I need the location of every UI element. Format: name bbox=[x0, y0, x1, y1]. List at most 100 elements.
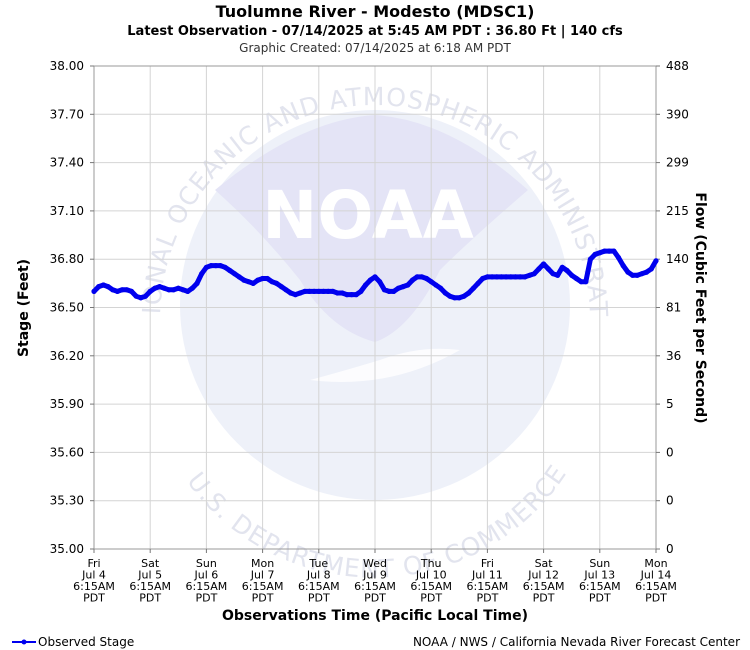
observed-stage-point bbox=[175, 285, 181, 291]
observed-stage-point bbox=[498, 274, 504, 280]
observed-stage-point bbox=[400, 284, 406, 290]
observed-stage-point bbox=[124, 287, 130, 293]
observed-stage-point bbox=[96, 284, 102, 290]
y-tick-label: 35.30 bbox=[50, 494, 84, 508]
chart-subtitle: Latest Observation - 07/14/2025 at 5:45 … bbox=[127, 24, 623, 39]
observed-stage-point bbox=[306, 288, 312, 294]
observed-stage-point bbox=[545, 266, 551, 272]
observed-stage-point bbox=[180, 287, 186, 293]
y2-tick-label: 36 bbox=[666, 349, 681, 363]
observed-stage-point bbox=[494, 274, 500, 280]
observed-stage-point bbox=[555, 272, 561, 278]
observed-stage-point bbox=[217, 263, 223, 269]
observed-stage-point bbox=[231, 271, 238, 277]
observed-stage-point bbox=[592, 251, 598, 257]
observed-stage-point bbox=[91, 288, 97, 294]
y2-axis-ticks: 488 390 299 215 140 81 36 5 0 0 0 bbox=[656, 59, 689, 556]
observed-stage-point bbox=[452, 295, 458, 301]
observed-stage-point bbox=[405, 282, 411, 288]
observed-stage-point bbox=[423, 275, 430, 282]
observed-stage-point bbox=[653, 258, 659, 264]
observed-stage-point bbox=[372, 274, 378, 280]
observed-stage-point bbox=[367, 277, 373, 283]
observed-stage-point bbox=[480, 275, 486, 282]
observed-stage-point bbox=[311, 288, 317, 294]
observed-stage-point bbox=[241, 277, 247, 283]
observed-stage-point bbox=[297, 290, 303, 296]
legend-label: Observed Stage bbox=[38, 635, 134, 649]
observed-stage-point bbox=[133, 293, 139, 299]
y-tick-label: 35.60 bbox=[50, 445, 84, 459]
observed-stage-point bbox=[611, 248, 617, 254]
y2-tick-label: 390 bbox=[666, 107, 689, 121]
observed-stage-point bbox=[222, 264, 228, 270]
observed-stage-point bbox=[601, 248, 608, 254]
x-tick-label: Sat Jul 5 6:15AM PDT bbox=[129, 557, 171, 605]
y2-tick-label: 0 bbox=[666, 445, 674, 459]
y2-tick-label: 215 bbox=[666, 204, 689, 218]
y2-tick-label: 5 bbox=[666, 397, 674, 411]
watermark-bird-shape bbox=[215, 115, 528, 342]
observed-stage-point bbox=[199, 271, 205, 277]
x-tick-label: Thu Jul 10 6:15AM PDT bbox=[410, 557, 452, 605]
y-tick-label: 35.00 bbox=[50, 542, 84, 556]
observed-stage-point bbox=[283, 287, 289, 293]
observed-stage-point bbox=[484, 274, 490, 280]
observed-stage-point bbox=[634, 272, 640, 278]
observed-stage-point bbox=[583, 279, 589, 285]
observed-stage-point bbox=[578, 279, 584, 285]
observed-stage-point bbox=[377, 279, 383, 285]
observed-stage-point bbox=[615, 255, 622, 261]
observed-stage-point bbox=[508, 274, 514, 280]
observed-stage-point bbox=[203, 264, 209, 270]
y2-tick-label: 81 bbox=[666, 301, 681, 315]
observed-stage-point bbox=[503, 274, 509, 280]
observed-stage-point bbox=[625, 269, 631, 275]
x-tick-label: Wed Jul 9 6:15AM PDT bbox=[354, 557, 396, 605]
observed-stage-point bbox=[339, 290, 345, 296]
observed-stage-point bbox=[606, 248, 612, 254]
observed-stage-point bbox=[358, 288, 364, 294]
observed-stage-point bbox=[475, 280, 481, 286]
y-tick-label: 38.00 bbox=[50, 59, 84, 73]
observed-stage-point bbox=[531, 271, 537, 277]
observed-stage-point bbox=[428, 279, 434, 285]
observed-stage-point bbox=[414, 274, 420, 280]
x-tick-label: Sun Jul 13 6:15AM PDT bbox=[579, 557, 621, 605]
observed-stage-point bbox=[171, 287, 177, 293]
observed-stage-point bbox=[152, 285, 158, 291]
observed-stage-point bbox=[246, 279, 252, 285]
y2-axis-label: Flow (Cubic Feet per Second) bbox=[692, 192, 708, 423]
observed-stage-point bbox=[381, 287, 387, 293]
observed-stage-point bbox=[128, 288, 135, 294]
y-tick-label: 35.90 bbox=[50, 397, 84, 411]
observed-stage-point bbox=[292, 292, 298, 298]
observed-stage-point bbox=[559, 264, 565, 270]
observed-stage-point bbox=[236, 274, 242, 280]
observed-stage-point bbox=[353, 292, 359, 298]
observed-stage-point bbox=[461, 293, 467, 299]
observed-stage-point bbox=[564, 267, 570, 274]
x-tick-label: Sat Jul 12 6:15AM PDT bbox=[523, 557, 565, 605]
observed-stage-point bbox=[227, 267, 233, 274]
observed-stage-point bbox=[166, 287, 172, 293]
observed-stage-point bbox=[386, 288, 392, 294]
y-tick-label: 37.40 bbox=[50, 156, 84, 170]
observed-stage-point bbox=[264, 275, 270, 282]
observed-stage-point bbox=[278, 284, 284, 290]
legend: Observed Stage bbox=[12, 635, 134, 649]
observed-stage-point bbox=[587, 256, 594, 262]
y2-tick-label: 0 bbox=[666, 494, 674, 508]
y-tick-label: 37.10 bbox=[50, 204, 84, 218]
graphic-created: Graphic Created: 07/14/2025 at 6:18 AM P… bbox=[239, 41, 511, 55]
observed-stage-point bbox=[470, 285, 476, 291]
watermark-logo-text: NOAA bbox=[262, 177, 474, 254]
observed-stage-point bbox=[316, 288, 322, 294]
y-tick-label: 37.70 bbox=[50, 107, 84, 121]
observed-stage-point bbox=[157, 284, 163, 290]
legend-marker bbox=[21, 639, 27, 645]
observed-stage-point bbox=[110, 287, 116, 293]
observed-stage-point bbox=[639, 271, 645, 277]
observed-stage-point bbox=[442, 290, 448, 296]
